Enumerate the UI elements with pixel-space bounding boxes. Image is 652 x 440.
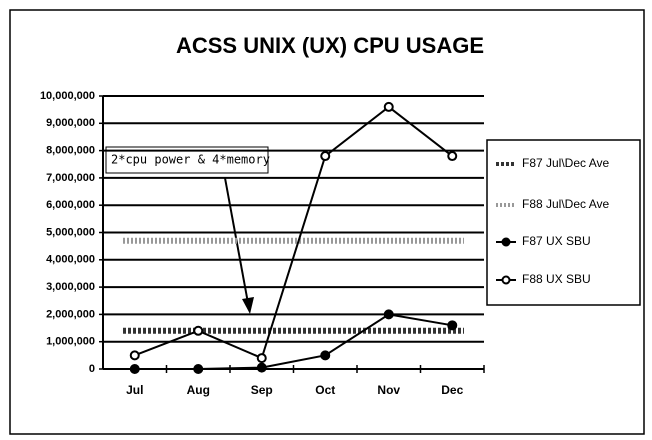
point [447,151,458,162]
point [501,237,511,247]
chart-title: ACSS UNIX (UX) CPU USAGE [176,33,484,58]
point [256,362,267,373]
y-tick-label: 6,000,000 [46,199,95,211]
legend-label: F87 UX SBU [522,234,591,248]
legend-label: F88 Jul\Dec Ave [522,197,609,211]
legend-label: F87 Jul\Dec Ave [522,156,609,170]
point [320,151,331,162]
y-tick-label: 1,000,000 [46,336,95,348]
x-tick-label: Nov [377,383,400,397]
legend-box [486,139,641,306]
point [129,350,140,361]
y-tick-label: 4,000,000 [46,254,95,266]
x-tick-label: Sep [251,383,273,397]
point [193,364,204,374]
series-line [134,105,453,360]
y-tick-label: 2,000,000 [46,308,95,320]
point [383,101,394,112]
series-line [134,313,453,370]
point [320,350,331,361]
point [447,320,458,331]
annotation-arrowhead [242,297,254,314]
y-tick-label: 0 [89,363,95,375]
y-tick-label: 10,000,000 [40,90,95,102]
x-tick-label: Oct [315,383,335,397]
y-tick-label: 8,000,000 [46,145,95,157]
point [129,364,140,374]
x-tick-label: Dec [441,383,463,397]
point [256,353,267,364]
annotation: 2*cpu power & 4*memory [111,153,270,167]
y-tick-label: 3,000,000 [46,281,95,293]
point [501,275,511,285]
point [193,325,204,336]
x-tick-label: Jul [126,383,143,397]
y-tick-label: 7,000,000 [46,172,95,184]
point [383,309,394,320]
legend-label: F88 UX SBU [522,272,591,286]
y-tick-label: 5,000,000 [46,226,95,238]
y-tick-label: 9,000,000 [46,117,95,129]
x-tick-label: Aug [187,383,210,397]
